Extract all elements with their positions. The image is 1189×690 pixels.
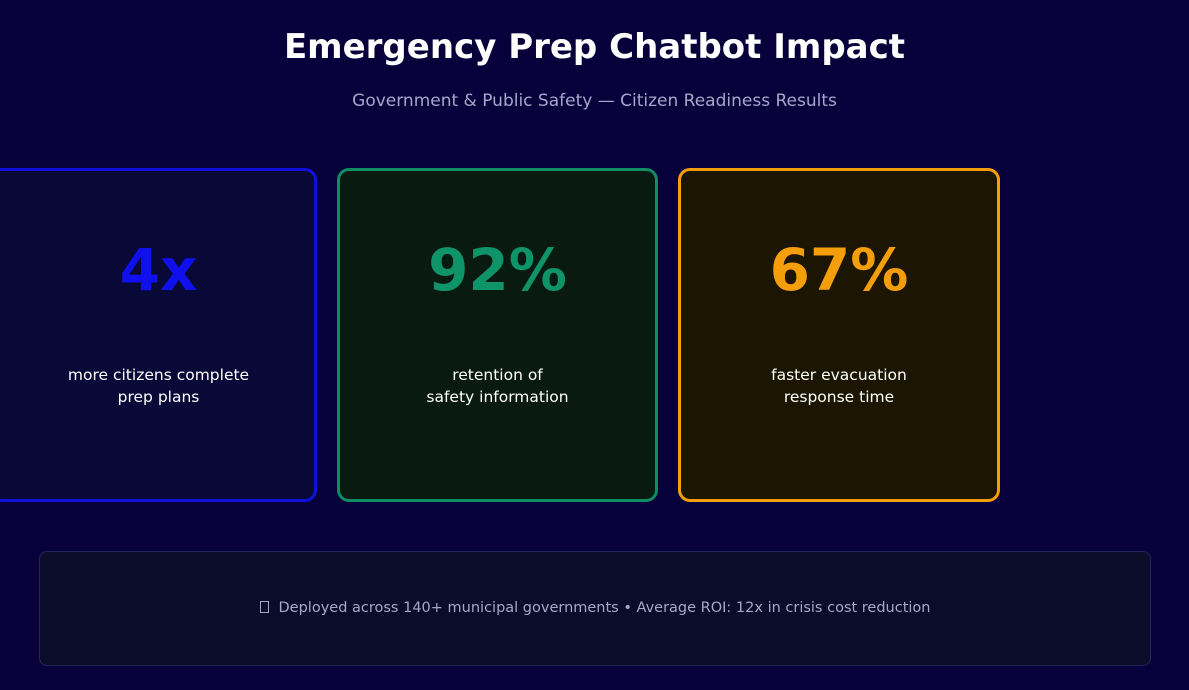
stat-description-line: prep plans	[117, 388, 200, 406]
stat-value: 67%	[769, 236, 909, 304]
stat-description-line: retention of	[452, 366, 543, 384]
stat-description-line: more citizens complete	[67, 366, 250, 384]
stat-card-evacuation: 67% faster evacuation response time	[678, 168, 1000, 502]
stat-description: retention of safety information	[340, 364, 655, 408]
stat-description: more citizens complete prep plans	[3, 364, 314, 408]
page-subtitle: Government & Public Safety — Citizen Rea…	[352, 91, 837, 111]
stat-description-line: faster evacuation	[771, 366, 907, 384]
footer-text: Deployed across 140+ municipal governmen…	[278, 600, 931, 616]
stat-value: 4x	[119, 236, 198, 304]
missing-glyph-icon	[259, 601, 269, 613]
footer-line: Deployed across 140+ municipal governmen…	[40, 598, 1150, 618]
stat-description: faster evacuation response time	[681, 364, 997, 408]
stat-value: 92%	[428, 236, 567, 304]
stat-description-line: response time	[783, 388, 895, 406]
footer-banner: Deployed across 140+ municipal governmen…	[39, 551, 1151, 666]
stat-description-line: safety information	[426, 388, 569, 406]
page-title: Emergency Prep Chatbot Impact	[283, 27, 906, 67]
stat-card-citizens: 4x more citizens complete prep plans	[0, 168, 317, 502]
stat-card-retention: 92% retention of safety information	[337, 168, 658, 502]
